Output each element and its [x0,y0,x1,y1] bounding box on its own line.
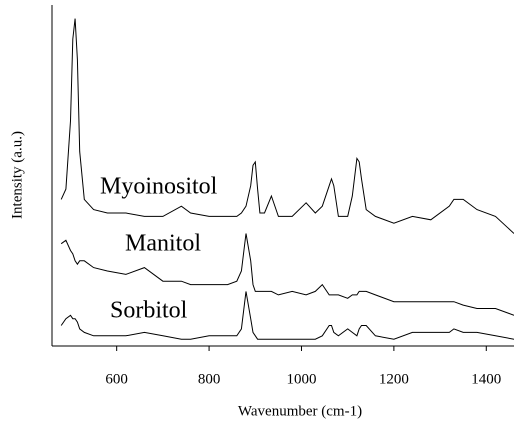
spectrum-line [60,18,514,234]
x-axis-label: Wavenumber (cm-1) [238,403,362,419]
x-tick-label: 1000 [286,371,316,387]
series-label: Sorbitol [110,298,188,324]
series-label: Myoinositol [100,174,218,200]
x-tick-label: 1200 [379,371,409,387]
series-label: Manitol [125,231,201,257]
x-tick-label: 800 [198,371,221,387]
x-tick-label: 1400 [471,371,501,387]
spectrum-line [60,291,514,340]
spectrum-line [60,233,514,316]
y-axis-label: Intensity (a.u.) [9,131,25,219]
x-tick-label: 600 [105,371,128,387]
